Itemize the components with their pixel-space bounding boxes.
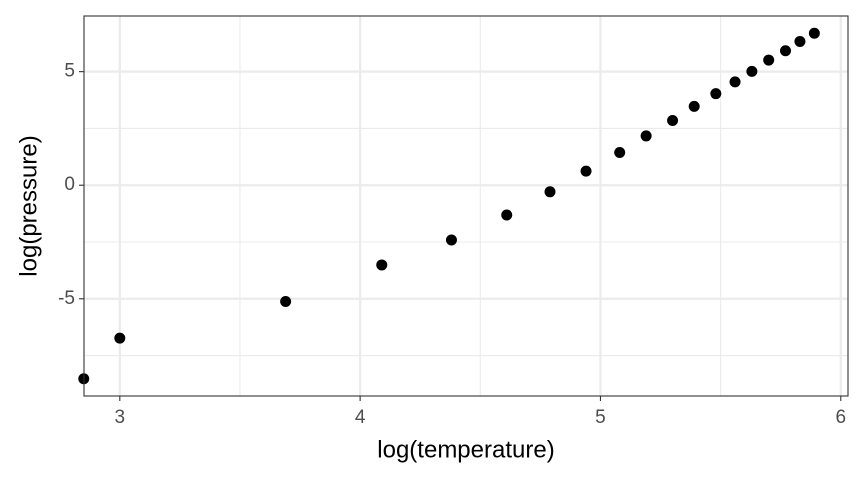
y-tick-label: -5 xyxy=(58,288,75,309)
point xyxy=(501,209,513,221)
point xyxy=(376,259,388,271)
point xyxy=(640,130,652,142)
x-tick-label: 5 xyxy=(595,407,606,428)
x-tick-label: 3 xyxy=(115,407,126,428)
x-tick-label: 4 xyxy=(355,407,366,428)
point xyxy=(544,186,556,198)
point xyxy=(580,165,592,177)
x-tick-label: 6 xyxy=(836,407,847,428)
point xyxy=(729,76,741,88)
point xyxy=(445,234,457,246)
x-axis-title: log(temperature) xyxy=(377,436,554,463)
point xyxy=(280,296,292,308)
point xyxy=(614,147,626,159)
y-axis-title: log(pressure) xyxy=(15,135,42,276)
point xyxy=(794,35,806,47)
y-tick-label: 5 xyxy=(64,61,75,82)
panel xyxy=(84,16,848,396)
y-tick-label: 0 xyxy=(64,174,75,195)
point xyxy=(746,65,758,77)
point xyxy=(688,100,700,112)
point xyxy=(114,332,126,344)
point xyxy=(808,27,820,39)
panel-border xyxy=(83,15,849,397)
point xyxy=(780,45,792,57)
point xyxy=(763,54,775,66)
point xyxy=(667,114,679,126)
point xyxy=(710,88,722,100)
